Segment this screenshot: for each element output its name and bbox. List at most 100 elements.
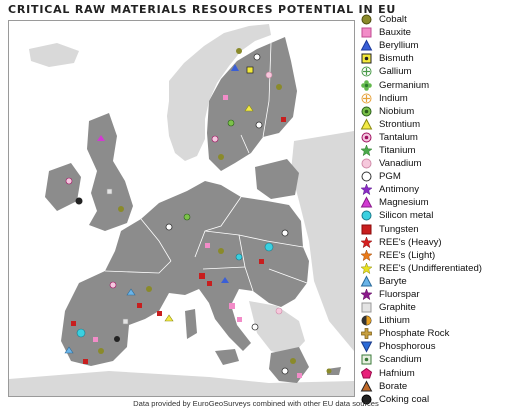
tungsten-marker-icon [361,224,372,235]
legend-label: Hafnium [379,367,415,379]
legend-item-germanium: Germanium [360,78,510,91]
map-canvas [9,24,354,396]
legend-label: Lithium [379,315,410,327]
legend-label: Coking coal [379,393,430,405]
legend-item-hafnium: Hafnium [360,367,510,380]
beryllium-marker-icon [360,39,373,51]
map-title: CRITICAL RAW MATERIALS RESOURCES POTENTI… [8,3,397,16]
scandinavia-landmass [207,37,297,171]
legend-item-phosphorous: Phosphorous [360,340,510,353]
strontium-marker-icon [360,118,373,130]
vanadium-marker-icon [361,158,372,169]
scandium-marker-icon [361,354,372,365]
legend-item-tantalum: Tantalum [360,131,510,144]
legend-label: Gallium [379,66,412,78]
legend-item-pgm: PGM [360,170,510,183]
legend-label: Bismuth [379,53,414,65]
north-africa-landmass [9,371,354,396]
legend-label: Magnesium [379,197,429,209]
legend-label: Vanadium [379,158,422,170]
europe-map [8,20,355,397]
ireland-landmass [45,163,81,211]
phosphorous-marker-icon [360,341,373,353]
legend-item-indium: Indium [360,92,510,105]
legend-label: Strontium [379,118,421,130]
pgm-marker-icon [361,171,372,182]
legend-label: Cobalt [379,14,407,26]
legend-item-vanadium: Vanadium [360,157,510,170]
legend-item-baryte: Baryte [360,275,510,288]
legend-label: PGM [379,171,401,183]
baltics-landmass [255,159,299,199]
legend-item-lithium: Lithium [360,314,510,327]
iceland-landmass [29,43,79,67]
legend-label: Beryllium [379,40,419,52]
legend-label: Indium [379,92,408,104]
ree-s-heavy-marker-icon [360,235,373,248]
antimony-marker-icon [360,183,373,196]
legend-label: Fluorspar [379,289,420,301]
legend-item-borate: Borate [360,380,510,393]
legend-item-beryllium: Beryllium [360,39,510,52]
legend-item-tungsten: Tungsten [360,223,510,236]
balkans-landmass [249,301,305,356]
legend-label: Silicon metal [379,210,434,222]
tantalum-marker-icon [361,132,372,143]
legend-item-ree-s-light: REE's (Light) [360,249,510,262]
silicon-metal-marker-icon [361,210,372,221]
lithium-marker-icon [361,315,372,326]
legend: Cobalt Bauxite Beryllium Bismuth Gallium Germ… [360,13,510,406]
legend-label: Borate [379,380,408,392]
legend-item-bismuth: Bismuth [360,52,510,65]
legend-label: Bauxite [379,27,411,39]
legend-label: REE's (Light) [379,249,436,261]
legend-item-antimony: Antimony [360,183,510,196]
cobalt-marker-icon [361,14,372,25]
borate-marker-icon [360,380,373,392]
legend-item-graphite: Graphite [360,301,510,314]
legend-label: REE's (Heavy) [379,236,442,248]
data-source-credit: Data provided by EuroGeoSurveys combined… [133,399,379,408]
legend-item-bauxite: Bauxite [360,26,510,39]
legend-item-scandium: Scandium [360,353,510,366]
baryte-marker-icon [360,275,373,287]
legend-item-phosphate-rock: Phosphate Rock [360,327,510,340]
legend-label: Baryte [379,275,407,287]
britain-landmass [87,113,133,231]
bauxite-marker-icon [361,27,372,38]
ree-s-light-marker-icon [360,249,373,261]
legend-item-titanium: Titanium [360,144,510,157]
legend-item-ree-s-heavy: REE's (Heavy) [360,235,510,249]
norway-landmass [167,24,271,161]
legend-label: REE's (Undifferentiated) [379,262,482,274]
legend-item-ree-s-undifferentiated: REE's (Undifferentiated) [360,262,510,275]
gallium-marker-icon [361,66,372,77]
legend-label: Tungsten [379,223,419,235]
legend-label: Tantalum [379,131,418,143]
hafnium-marker-icon [360,367,373,379]
graphite-marker-icon [361,302,372,313]
germanium-marker-icon [361,79,372,91]
indium-marker-icon [361,93,372,104]
sicily-landmass [215,349,239,365]
ree-s-undifferentiated-marker-icon [360,262,373,275]
legend-label: Germanium [379,79,430,91]
country-borders [104,42,308,292]
legend-label: Phosphate Rock [379,328,450,340]
legend-label: Phosphorous [379,341,436,353]
legend-item-coking-coal: Coking coal [360,393,510,406]
legend-item-cobalt: Cobalt [360,13,510,26]
legend-item-silicon-metal: Silicon metal [360,209,510,222]
legend-item-gallium: Gallium [360,65,510,78]
niobium-marker-icon [361,106,372,117]
legend-label: Antimony [379,184,419,196]
titanium-marker-icon [360,144,373,157]
fluorspar-marker-icon [360,288,373,301]
legend-item-strontium: Strontium [360,118,510,131]
sardinia-corsica-landmass [185,309,197,339]
bismuth-marker-icon [361,53,372,64]
legend-item-fluorspar: Fluorspar [360,288,510,301]
phosphate-rock-marker-icon [361,328,372,340]
coking-coal-marker-icon [361,394,372,405]
eastern-europe-landmass [291,131,354,351]
